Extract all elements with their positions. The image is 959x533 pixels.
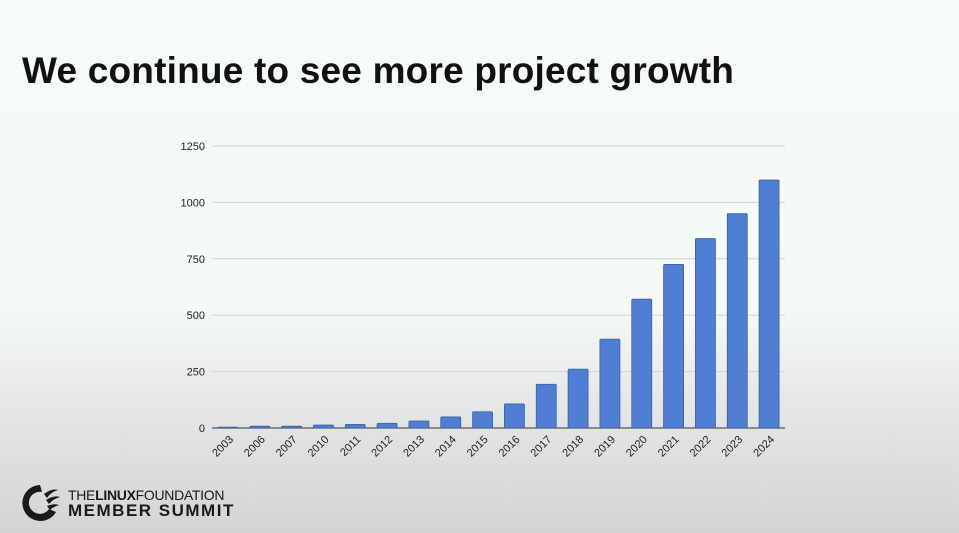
logo-event-text: MEMBER SUMMIT: [68, 501, 235, 520]
x-tick-label: 2007: [274, 434, 300, 460]
x-tick-label: 2014: [433, 434, 459, 460]
bar-2007: [281, 425, 302, 429]
bar-2019: [599, 338, 621, 429]
x-tick-label: 2020: [624, 434, 650, 460]
linux-foundation-logo: THELINUXFOUNDATION MEMBER SUMMIT: [18, 482, 235, 524]
x-tick-label: 2023: [720, 434, 746, 460]
x-tick-label: 2016: [497, 434, 523, 460]
x-tick-label: 2019: [592, 434, 618, 460]
x-tick-label: 2010: [306, 434, 332, 460]
x-tick-label: 2022: [688, 434, 714, 460]
linux-foundation-swirl-icon: [22, 485, 60, 521]
y-tick-label: 250: [187, 367, 205, 379]
y-tick-label: 0: [199, 423, 205, 435]
logo-foundation-text: THELINUXFOUNDATION: [68, 487, 225, 503]
bar-2016: [504, 403, 525, 429]
slide-title: We continue to see more project growth: [22, 50, 735, 91]
bar-2013: [408, 420, 430, 429]
x-tick-label: 2013: [401, 434, 427, 460]
x-tick-label: 2018: [560, 434, 586, 460]
bar-2018: [567, 368, 589, 429]
y-tick-label: 750: [187, 254, 205, 266]
x-tick-label: 2011: [338, 434, 363, 459]
x-tick-label: 2015: [465, 434, 491, 460]
bar-2020: [631, 298, 653, 429]
y-tick-label: 1250: [181, 141, 205, 153]
x-tick-label: 2017: [529, 434, 555, 460]
bar-2010: [313, 424, 334, 429]
x-tick-label: 2021: [656, 434, 682, 460]
bar-2014: [440, 416, 462, 429]
bar-2017: [535, 383, 557, 429]
bar-2011: [344, 423, 366, 429]
y-tick-label: 1000: [181, 197, 205, 209]
bar-2012: [376, 422, 398, 429]
x-tick-label: 2003: [210, 434, 236, 460]
y-tick-label: 500: [187, 310, 205, 322]
bar-2024: [758, 179, 780, 429]
x-tick-label: 2012: [369, 434, 395, 460]
bar-2023: [726, 213, 748, 429]
bar-2003: [217, 426, 239, 429]
bar-2021: [663, 264, 684, 429]
x-tick-label: 2024: [751, 434, 777, 460]
bar-2022: [695, 238, 716, 429]
bar-2015: [472, 411, 493, 429]
bar-2006: [249, 425, 271, 429]
x-tick-label: 2006: [242, 434, 268, 460]
